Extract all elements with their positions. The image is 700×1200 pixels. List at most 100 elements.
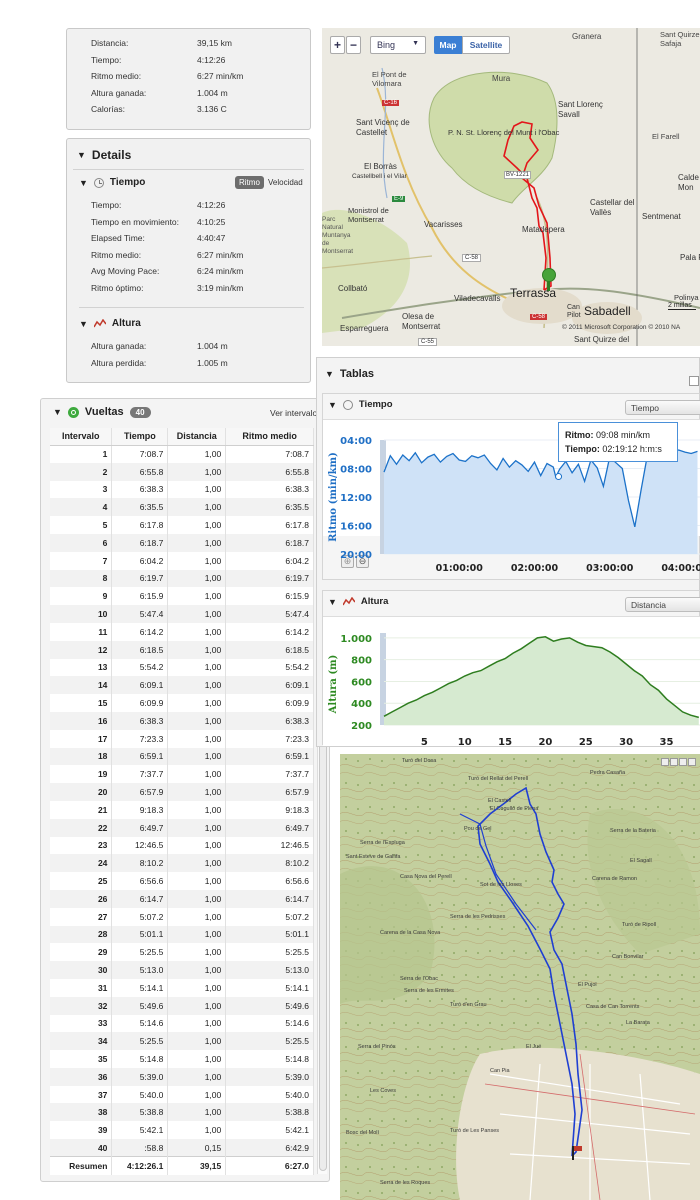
stat-label: Avg Moving Pace: xyxy=(91,266,160,277)
table-row[interactable]: 20 6:57.9 1,00 6:57.9 xyxy=(50,783,314,801)
topo-map-controls[interactable] xyxy=(661,758,696,766)
table-row[interactable]: 17 7:23.3 1,00 7:23.3 xyxy=(50,729,314,748)
table-row[interactable]: 3 6:38.3 1,00 6:38.3 xyxy=(50,480,314,499)
table-cell: 5:14.8 xyxy=(225,1050,314,1068)
table-cell: 1,00 xyxy=(167,658,227,677)
table-row[interactable]: 27 5:07.2 1,00 5:07.2 xyxy=(50,907,314,926)
pace-chart[interactable]: 04:00 08:00 12:00 16:00 20:00 01:00:00 02:00:0… xyxy=(322,420,700,580)
table-row[interactable]: 40:58.8 0,15 6:42.9 xyxy=(50,1139,314,1157)
clock-icon xyxy=(93,177,104,188)
velocidad-toggle-button[interactable]: Velocidad xyxy=(268,178,303,187)
stat-row: Avg Moving Pace: 6:24 min/km xyxy=(91,263,306,280)
zoom-in-button[interactable]: + xyxy=(330,36,345,54)
collapse-triangle-icon[interactable]: ▼ xyxy=(79,318,88,329)
table-row[interactable]: 25 6:56.6 1,00 6:56.6 xyxy=(50,872,314,890)
ritmo-toggle-button[interactable]: Ritmo xyxy=(235,176,264,189)
table-cell: 1,00 xyxy=(167,676,227,695)
table-row[interactable]: 4 6:35.5 1,00 6:35.5 xyxy=(50,498,314,517)
table-row[interactable]: 13 5:54.2 1,00 5:54.2 xyxy=(50,658,314,677)
collapse-triangle-icon[interactable]: ▼ xyxy=(325,369,334,379)
route-map[interactable]: + − Bing ▼ Map Satellite Granera Sant Qu… xyxy=(322,28,700,346)
map-type-map-button[interactable]: Map xyxy=(434,36,462,54)
table-cell: 26 xyxy=(50,889,113,908)
view-interval-link[interactable]: Ver intervalo xyxy=(270,408,318,418)
laps-column-header[interactable]: Ritmo medio xyxy=(225,428,314,446)
table-row[interactable]: 18 6:59.1 1,00 6:59.1 xyxy=(50,747,314,766)
collapse-triangle-icon[interactable]: ▼ xyxy=(328,596,337,607)
table-row[interactable]: 32 5:49.6 1,00 5:49.6 xyxy=(50,996,314,1015)
zoom-out-button[interactable]: − xyxy=(346,36,361,54)
table-row[interactable]: 23 12:46.5 1,00 12:46.5 xyxy=(50,836,314,855)
laps-column-header[interactable]: Distancia xyxy=(167,428,227,446)
laps-column-header[interactable]: Tiempo xyxy=(111,428,169,446)
map-type-satellite-button[interactable]: Satellite xyxy=(462,36,510,54)
table-row[interactable]: 5 6:17.8 1,00 6:17.8 xyxy=(50,516,314,534)
table-row[interactable]: 19 7:37.7 1,00 7:37.7 xyxy=(50,765,314,784)
altitude-series-line xyxy=(383,636,699,719)
table-row[interactable]: 26 6:14.7 1,00 6:14.7 xyxy=(50,889,314,908)
y-tick-label: 12:00 xyxy=(340,493,372,504)
map-label: Parc Natural Muntanya de Montserrat xyxy=(322,216,354,255)
laps-header[interactable]: ▼ Vueltas 40 xyxy=(53,406,151,418)
tablas-checkbox[interactable] xyxy=(689,376,699,386)
table-row[interactable]: 6 6:18.7 1,00 6:18.7 xyxy=(50,533,314,552)
table-row[interactable]: 14 6:09.1 1,00 6:09.1 xyxy=(50,676,314,695)
table-row[interactable]: 34 5:25.5 1,00 5:25.5 xyxy=(50,1032,314,1051)
zoom-in-icon[interactable]: ⊕ xyxy=(341,555,354,568)
altitude-chart-header[interactable]: ▼ Altura xyxy=(328,596,388,607)
table-row[interactable]: 8 6:19.7 1,00 6:19.7 xyxy=(50,569,314,588)
collapse-triangle-icon[interactable]: ▼ xyxy=(328,399,337,410)
table-row[interactable]: 10 5:47.4 1,00 5:47.4 xyxy=(50,605,314,623)
table-cell: 6:18.5 xyxy=(225,640,314,659)
table-row[interactable]: 2 6:55.8 1,00 6:55.8 xyxy=(50,462,314,481)
table-cell: 5:25.5 xyxy=(111,1032,169,1051)
table-cell: 1,00 xyxy=(167,854,227,873)
table-row[interactable]: 12 6:18.5 1,00 6:18.5 xyxy=(50,640,314,659)
table-row[interactable]: 31 5:14.1 1,00 5:14.1 xyxy=(50,978,314,997)
table-row[interactable]: 7 6:04.2 1,00 6:04.2 xyxy=(50,551,314,570)
table-row[interactable]: 1 7:08.7 1,00 7:08.7 xyxy=(50,445,314,463)
table-cell: 1,00 xyxy=(167,711,227,730)
zoom-out-icon[interactable]: ⊖ xyxy=(356,555,369,568)
tablas-header[interactable]: ▼ Tablas xyxy=(325,368,374,380)
altitude-chart-xaxis-select[interactable]: Distancia xyxy=(625,597,700,612)
table-row[interactable]: 15 6:09.9 1,00 6:09.9 xyxy=(50,694,314,712)
table-row[interactable]: 35 5:14.8 1,00 5:14.8 xyxy=(50,1050,314,1068)
table-row[interactable]: 36 5:39.0 1,00 5:39.0 xyxy=(50,1067,314,1086)
table-row[interactable]: 37 5:40.0 1,00 5:40.0 xyxy=(50,1085,314,1104)
table-row[interactable]: 29 5:25.5 1,00 5:25.5 xyxy=(50,943,314,962)
table-row[interactable]: 22 6:49.7 1,00 6:49.7 xyxy=(50,818,314,837)
tiempo-section-header[interactable]: ▼ Tiempo xyxy=(79,177,145,188)
details-panel: ▼ Details ▼ Tiempo Ritmo Velocidad Tiemp… xyxy=(66,138,311,383)
collapse-triangle-icon[interactable]: ▼ xyxy=(53,407,62,417)
start-marker-icon[interactable] xyxy=(542,268,556,282)
table-row[interactable]: 21 9:18.3 1,00 9:18.3 xyxy=(50,800,314,819)
table-row[interactable]: 11 6:14.2 1,00 6:14.2 xyxy=(50,622,314,641)
table-row[interactable]: 28 5:01.1 1,00 5:01.1 xyxy=(50,925,314,944)
topo-map[interactable]: Turó del Dosa Turó del Rellat del Perell… xyxy=(340,754,700,1200)
altitude-chart[interactable]: 1.000 800 600 400 200 5 10 15 20 25 30 35 Altura (m) xyxy=(322,615,700,755)
topo-label: Turó de Les Panses xyxy=(450,1128,500,1134)
altura-section-header[interactable]: ▼ Altura xyxy=(79,318,141,329)
table-row[interactable]: 16 6:38.3 1,00 6:38.3 xyxy=(50,711,314,730)
table-row[interactable]: 38 5:38.8 1,00 5:38.8 xyxy=(50,1103,314,1122)
table-row[interactable]: 39 5:42.1 1,00 5:42.1 xyxy=(50,1121,314,1140)
collapse-triangle-icon[interactable]: ▼ xyxy=(79,177,88,188)
table-row[interactable]: 33 5:14.6 1,00 5:14.6 xyxy=(50,1014,314,1033)
collapse-triangle-icon[interactable]: ▼ xyxy=(77,150,86,160)
details-header[interactable]: ▼ Details xyxy=(77,148,131,162)
stat-label: Ritmo óptimo: xyxy=(91,282,144,293)
laps-column-header[interactable]: Intervalo xyxy=(50,428,113,446)
table-cell: 6:49.7 xyxy=(225,818,314,837)
pace-chart-xaxis-select[interactable]: Tiempo xyxy=(625,400,700,415)
stat-value: 39,15 km xyxy=(197,38,232,49)
table-cell: 30 xyxy=(50,961,113,979)
table-row[interactable]: 9 6:15.9 1,00 6:15.9 xyxy=(50,587,314,606)
table-cell: 6:09.9 xyxy=(225,694,314,712)
map-provider-select[interactable]: Bing ▼ xyxy=(370,36,426,54)
pace-hover-point[interactable] xyxy=(555,473,563,481)
table-row[interactable]: 24 8:10.2 1,00 8:10.2 xyxy=(50,854,314,873)
map-label: Mura xyxy=(492,74,511,83)
table-row[interactable]: 30 5:13.0 1,00 5:13.0 xyxy=(50,961,314,979)
pace-chart-header[interactable]: ▼ Tiempo xyxy=(328,399,393,410)
